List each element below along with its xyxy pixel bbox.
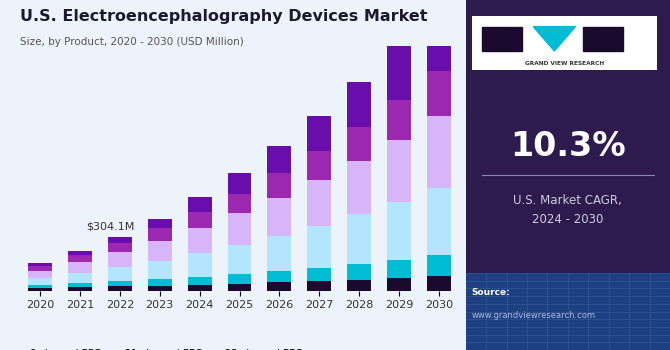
Polygon shape bbox=[533, 27, 576, 51]
Bar bbox=[68, 283, 92, 287]
Bar bbox=[228, 214, 251, 245]
Bar bbox=[68, 255, 92, 262]
Bar bbox=[267, 282, 291, 290]
Bar bbox=[28, 266, 52, 271]
Bar bbox=[188, 228, 212, 253]
Bar bbox=[228, 173, 251, 194]
Bar bbox=[308, 116, 331, 151]
Bar bbox=[68, 287, 92, 290]
Text: Source:: Source: bbox=[472, 288, 511, 297]
Bar bbox=[188, 212, 212, 228]
Bar bbox=[188, 285, 212, 290]
Bar bbox=[148, 286, 172, 290]
Bar bbox=[387, 260, 411, 278]
Bar bbox=[188, 277, 212, 285]
Bar bbox=[427, 276, 451, 290]
Text: U.S. Electroencephalography Devices Market: U.S. Electroencephalography Devices Mark… bbox=[20, 9, 427, 24]
Bar bbox=[347, 127, 371, 161]
Bar bbox=[28, 278, 52, 285]
Bar bbox=[427, 116, 451, 188]
Bar bbox=[188, 253, 212, 277]
Bar bbox=[387, 45, 411, 100]
Bar bbox=[267, 146, 291, 173]
Bar bbox=[148, 279, 172, 286]
Text: 10.3%: 10.3% bbox=[510, 131, 626, 163]
Text: Size, by Product, 2020 - 2030 (USD Million): Size, by Product, 2020 - 2030 (USD Milli… bbox=[20, 37, 244, 47]
Bar bbox=[583, 27, 623, 51]
Bar bbox=[347, 264, 371, 280]
Bar bbox=[108, 252, 132, 267]
Bar bbox=[347, 280, 371, 290]
Bar bbox=[228, 284, 251, 290]
Bar bbox=[28, 271, 52, 278]
Bar bbox=[427, 188, 451, 254]
Bar bbox=[308, 151, 331, 180]
Bar bbox=[28, 264, 52, 266]
Bar bbox=[387, 202, 411, 260]
Bar bbox=[108, 286, 132, 290]
Bar bbox=[108, 243, 132, 252]
Bar bbox=[68, 262, 92, 273]
Bar bbox=[228, 274, 251, 284]
Bar bbox=[427, 254, 451, 276]
Bar bbox=[308, 226, 331, 268]
Bar bbox=[68, 251, 92, 255]
Bar bbox=[482, 27, 522, 51]
Bar bbox=[148, 229, 172, 241]
Bar bbox=[267, 236, 291, 271]
Bar bbox=[347, 161, 371, 215]
Bar bbox=[108, 267, 132, 281]
Bar bbox=[308, 268, 331, 281]
Bar bbox=[108, 237, 132, 243]
Bar bbox=[28, 285, 52, 288]
Bar bbox=[68, 273, 92, 283]
Bar bbox=[267, 271, 291, 282]
Text: U.S. Market CAGR,
2024 - 2030: U.S. Market CAGR, 2024 - 2030 bbox=[513, 194, 622, 226]
Bar bbox=[108, 281, 132, 286]
Bar bbox=[427, 70, 451, 116]
Bar bbox=[308, 281, 331, 290]
Bar bbox=[267, 173, 291, 198]
Bar bbox=[387, 100, 411, 140]
Bar bbox=[482, 27, 522, 51]
Text: $304.1M: $304.1M bbox=[86, 222, 134, 232]
Bar bbox=[188, 197, 212, 212]
Bar bbox=[228, 245, 251, 274]
Bar bbox=[267, 198, 291, 236]
Bar bbox=[228, 194, 251, 214]
Text: www.grandviewresearch.com: www.grandviewresearch.com bbox=[472, 311, 596, 320]
Bar bbox=[387, 278, 411, 290]
Bar bbox=[308, 180, 331, 226]
Bar bbox=[387, 140, 411, 202]
Bar bbox=[148, 261, 172, 279]
Bar bbox=[347, 82, 371, 127]
Bar bbox=[28, 288, 52, 290]
Bar bbox=[347, 215, 371, 264]
Text: GRAND VIEW RESEARCH: GRAND VIEW RESEARCH bbox=[525, 61, 604, 66]
Bar bbox=[148, 241, 172, 261]
Bar bbox=[148, 219, 172, 229]
Bar bbox=[427, 4, 451, 70]
